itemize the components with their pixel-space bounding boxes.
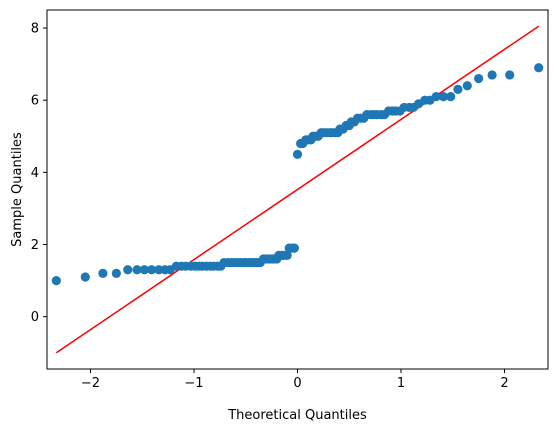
- data-point: [146, 265, 157, 275]
- x-tick-label: −1: [184, 376, 203, 391]
- reference-line-layer: [55, 25, 540, 354]
- data-point: [80, 272, 90, 282]
- plot-frame: [46, 9, 549, 370]
- data-point: [431, 91, 441, 102]
- y-tick-label: 6: [31, 94, 39, 109]
- points-group: [51, 63, 544, 286]
- data-point: [453, 84, 463, 94]
- data-point: [534, 63, 544, 73]
- data-point: [446, 91, 456, 102]
- x-tick-label: 0: [293, 376, 301, 391]
- x-tick-label: 1: [397, 376, 405, 391]
- x-tick-label: −2: [81, 376, 100, 391]
- data-point: [462, 81, 472, 91]
- y-tick-label: 0: [31, 310, 39, 325]
- data-point: [139, 265, 149, 275]
- data-point: [132, 265, 142, 275]
- x-tick-label: 2: [500, 376, 508, 391]
- data-point: [438, 91, 449, 102]
- reference-line: [55, 25, 540, 354]
- x-axis-label: Theoretical Quantiles: [227, 408, 367, 423]
- data-point: [292, 149, 303, 159]
- data-point: [505, 70, 515, 80]
- data-point: [111, 268, 121, 278]
- data-point: [289, 243, 299, 253]
- data-point: [51, 276, 61, 286]
- y-tick-label: 2: [31, 238, 39, 253]
- y-axis-label: Sample Quantiles: [10, 132, 25, 247]
- data-point: [474, 73, 484, 84]
- data-point: [282, 250, 292, 260]
- data-point: [123, 265, 133, 275]
- data-point: [98, 268, 108, 278]
- ticks-group: −2 −1 0 1 2 0 2 4 6 8: [31, 22, 509, 391]
- y-tick-label: 8: [31, 22, 39, 37]
- y-tick-label: 4: [31, 166, 39, 181]
- data-point: [487, 70, 497, 80]
